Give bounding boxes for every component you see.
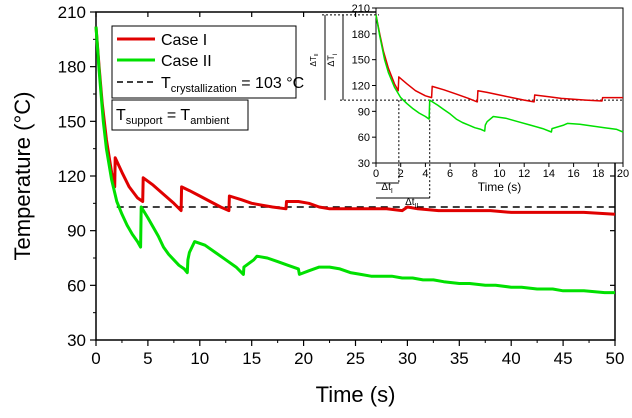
inset-series-case-i xyxy=(375,14,623,103)
inset-x-tick-label: 20 xyxy=(617,168,629,180)
inset-x-tick-label: 16 xyxy=(567,168,579,180)
main-series-case-i xyxy=(94,26,616,216)
main-x-axis-title: Time (s) xyxy=(316,382,396,407)
main-y-tick-label: 210 xyxy=(58,3,86,22)
main-y-tick-label: 30 xyxy=(67,331,86,350)
support-annotation-frame xyxy=(111,99,249,131)
inset-x-tick-label: 4 xyxy=(422,168,428,180)
main-plot: 0 5 10 15 20 25 30 35 40 45 50306090120150180210Ti… xyxy=(10,3,624,407)
legend-label-crystallization: Tcrystallization = 103 °C xyxy=(161,75,304,95)
main-y-tick-label: 90 xyxy=(67,222,86,241)
inset-y-tick-label: 150 xyxy=(352,55,370,67)
main-y-tick-label: 60 xyxy=(67,276,86,295)
inset-y-tick-label: 90 xyxy=(358,106,370,118)
inset-delta-time-ii-label: ΔtII xyxy=(405,197,418,210)
inset-y-tick-label: 180 xyxy=(352,29,370,41)
inset-plot-frame xyxy=(375,7,624,164)
main-x-tick-label: 35 xyxy=(450,349,469,368)
main-x-tick-label: 5 xyxy=(143,349,152,368)
main-x-tick-label: 25 xyxy=(346,349,365,368)
inset-x-axis-title: Time (s) xyxy=(478,180,522,194)
main-y-axis-title: Temperature (°C) xyxy=(10,92,35,261)
main-x-tick-label: 15 xyxy=(242,349,261,368)
inset-x-tick-label: 14 xyxy=(543,168,555,180)
inset-x-tick-label: 6 xyxy=(447,168,453,180)
inset-delta-t-ii-label: ΔTII xyxy=(309,53,320,66)
inset-x-tick-label: 18 xyxy=(592,168,604,180)
inset-y-tick-label: 210 xyxy=(352,3,370,15)
main-series-case-ii xyxy=(94,26,615,295)
support-annotation: Tsupport = Tambient xyxy=(111,99,249,131)
main-x-tick-label: 50 xyxy=(606,349,625,368)
inset-plot: 0 2 4 6 8 10 12 14 16 18 20 30 60 90 120 150 180 210 Time … xyxy=(309,3,629,210)
support-annotation-text: Tsupport = Tambient xyxy=(116,107,229,127)
legend: Case I Case II Tcrystallization = 103 °C xyxy=(111,25,304,99)
main-y-tick-label: 180 xyxy=(58,58,86,77)
main-x-tick-label: 40 xyxy=(502,349,521,368)
inset-y-tick-label: 120 xyxy=(352,81,370,93)
inset-x-tick-label: 10 xyxy=(493,168,505,180)
inset-x-tick-label: 8 xyxy=(472,168,478,180)
inset-x-tick-label: 2 xyxy=(398,168,404,180)
inset-y-tick-label: 30 xyxy=(358,158,370,170)
inset-x-tick-label: 12 xyxy=(518,168,530,180)
inset-series-case-ii xyxy=(375,14,624,133)
main-x-tick-label: 30 xyxy=(398,349,417,368)
inset-delta-t-i-label: ΔTI xyxy=(326,53,339,67)
inset-y-tick-label: 60 xyxy=(358,132,370,144)
legend-label-case-i: Case I xyxy=(161,32,207,49)
main-y-tick-label: 150 xyxy=(58,112,86,131)
main-x-tick-label: 10 xyxy=(190,349,209,368)
main-y-tick-label: 120 xyxy=(58,167,86,186)
inset-x-tick-label: 0 xyxy=(373,168,379,180)
main-x-tick-label: 0 xyxy=(91,349,100,368)
main-x-tick-label: 45 xyxy=(554,349,573,368)
legend-label-case-ii: Case II xyxy=(161,53,212,70)
main-x-tick-label: 20 xyxy=(294,349,313,368)
inset-delta-time-i-label: ΔtI xyxy=(381,182,392,195)
